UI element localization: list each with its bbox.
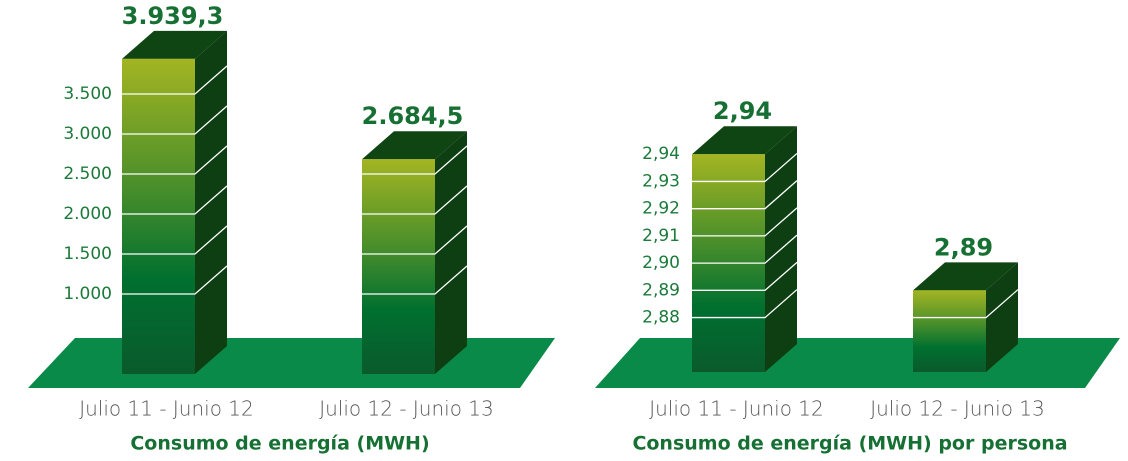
x-tick-label: Julio 11 - Junio 12 — [649, 397, 824, 421]
bar-side — [986, 262, 1018, 372]
grid-line — [692, 289, 798, 319]
x-tick-label: Julio 12 - Junio 13 — [870, 397, 1045, 421]
chart-title: Consumo de energía (MWH) por persona — [632, 433, 1067, 455]
grid-line — [122, 265, 228, 295]
value-label: 2,94 — [713, 97, 772, 125]
grid-line — [122, 105, 228, 135]
bar-side — [435, 131, 467, 374]
grid-line — [692, 234, 798, 264]
grid-line — [362, 225, 468, 255]
grid-line — [362, 265, 468, 295]
bar — [913, 290, 986, 372]
value-label: 2.684,5 — [362, 102, 464, 130]
y-tick-label: 2.500 — [63, 164, 112, 184]
y-tick-label: 2,92 — [642, 199, 680, 219]
grid-line — [913, 289, 1019, 319]
grid-line — [122, 225, 228, 255]
grid-line — [122, 145, 228, 175]
x-tick-label: Julio 11 - Junio 12 — [79, 397, 254, 421]
floor — [28, 338, 555, 388]
grid-line — [692, 261, 798, 291]
grid-line — [362, 145, 468, 175]
y-tick-label: 2,89 — [642, 280, 680, 300]
x-tick-label: Julio 12 - Junio 13 — [319, 397, 494, 421]
value-label: 3.939,3 — [122, 2, 224, 30]
y-tick-label: 3.000 — [63, 124, 112, 144]
y-tick-label: 1.500 — [63, 244, 112, 264]
grid-line — [692, 207, 798, 237]
y-tick-label: 3.500 — [63, 84, 112, 104]
y-tick-label: 2,90 — [642, 253, 680, 273]
grid-line — [692, 152, 798, 183]
bar-top — [362, 131, 467, 160]
grid-line — [122, 65, 228, 95]
bar-top — [692, 126, 797, 155]
chart-title: Consumo de energía (MWH) — [130, 433, 429, 455]
grid-line — [122, 185, 228, 215]
bar — [362, 159, 435, 374]
y-tick-label: 2,88 — [642, 308, 680, 328]
bar — [122, 58, 195, 375]
bar-side — [195, 30, 227, 375]
y-tick-label: 2.000 — [63, 204, 112, 224]
bar-top — [913, 262, 1018, 291]
y-tick-label: 2,93 — [642, 171, 680, 191]
value-label: 2,89 — [934, 233, 993, 261]
y-tick-label: 1.000 — [63, 284, 112, 304]
y-tick-label: 2,91 — [642, 226, 680, 246]
y-tick-label: 2,94 — [642, 144, 680, 164]
grid-line — [362, 185, 468, 215]
floor — [595, 338, 1120, 388]
bar-top — [122, 30, 227, 59]
grid-line — [692, 180, 798, 210]
